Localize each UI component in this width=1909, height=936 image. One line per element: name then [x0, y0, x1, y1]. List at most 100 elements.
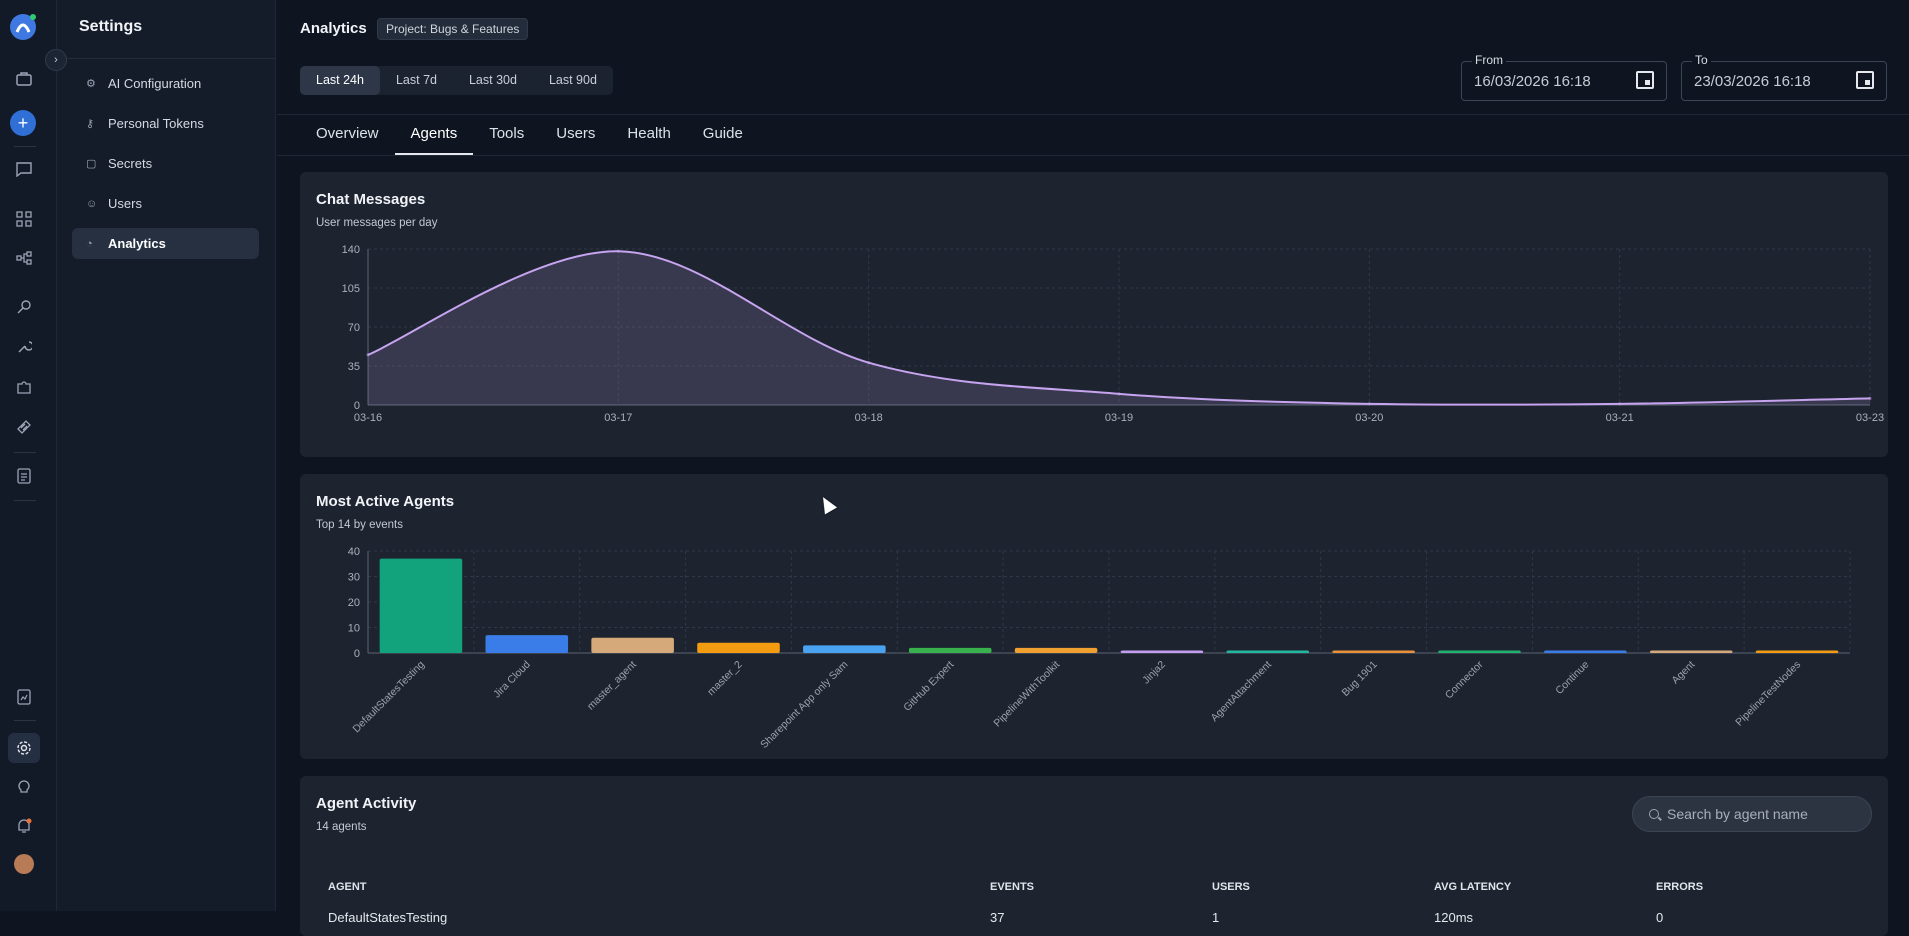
analytics-tabs: Overview Agents Tools Users Health Guide	[300, 115, 759, 155]
card-title: Most Active Agents	[316, 493, 455, 510]
most-active-agents-chart: 0 10 20 30 40 DefaultStatesTesting Jira Cloud m…	[348, 546, 1851, 751]
bar	[1014, 647, 1098, 653]
bar	[485, 635, 569, 653]
lock-icon: ▢	[86, 158, 97, 170]
x-tick-label: master_2	[705, 659, 745, 699]
divider	[14, 146, 36, 147]
puzzle-icon[interactable]	[12, 375, 36, 399]
tab-users[interactable]: Users	[556, 125, 596, 142]
gear-icon: ⚙	[86, 78, 96, 90]
project-badge: Project: Bugs & Features	[377, 18, 529, 40]
chat-icon[interactable]	[12, 157, 36, 181]
add-icon[interactable]: +	[10, 110, 36, 136]
y-tick-label: 0	[354, 648, 360, 660]
settings-icon[interactable]	[8, 733, 40, 763]
y-tick-label: 105	[342, 283, 360, 295]
divider	[57, 58, 276, 59]
x-tick-label: 03-20	[1355, 412, 1383, 424]
x-tick-label: Continue	[1553, 659, 1591, 697]
page-title: Analytics	[300, 20, 367, 37]
divider	[277, 114, 1909, 115]
sidebar-item-ai-configuration[interactable]: ⚙ AI Configuration	[72, 68, 259, 99]
divider	[277, 155, 1909, 156]
data-point	[1367, 402, 1371, 406]
x-tick-label: 03-18	[855, 412, 883, 424]
settings-sidebar: Settings ⚙ AI Configuration ⚷ Personal T…	[57, 0, 276, 911]
y-tick-label: 10	[348, 623, 360, 635]
bulb-icon[interactable]	[12, 775, 36, 799]
x-tick-label: Sharepoint App only Sam	[758, 658, 850, 750]
from-date-field[interactable]: From 16/03/2026 16:18	[1461, 53, 1667, 101]
sidebar-item-personal-tokens[interactable]: ⚷ Personal Tokens	[72, 108, 259, 139]
from-label: From	[1472, 53, 1506, 67]
y-tick-label: 30	[348, 572, 360, 584]
sidebar-item-label: Secrets	[108, 156, 153, 171]
range-last-90d[interactable]: Last 90d	[548, 73, 597, 87]
tab-guide[interactable]: Guide	[702, 125, 743, 142]
data-point	[1868, 396, 1872, 400]
sidebar-item-analytics[interactable]: ◔ Analytics	[72, 228, 259, 259]
sidebar-item-label: Users	[108, 196, 142, 211]
y-tick-label: 35	[348, 361, 360, 373]
x-tick-label: Jira Cloud	[491, 659, 533, 701]
to-value: 23/03/2026 16:18	[1694, 73, 1811, 90]
x-tick-label: AgentAttachment	[1208, 659, 1274, 725]
y-tick-label: 40	[348, 546, 360, 558]
sidebar-item-secrets[interactable]: ▢ Secrets	[72, 148, 259, 179]
x-tick-label: 03-16	[354, 412, 382, 424]
tab-overview[interactable]: Overview	[316, 125, 379, 142]
briefcase-icon[interactable]	[12, 67, 36, 91]
from-value: 16/03/2026 16:18	[1474, 73, 1591, 90]
cell-agent: DefaultStatesTesting	[328, 910, 448, 925]
column-header-errors[interactable]: ERRORS	[1656, 881, 1704, 893]
calendar-icon[interactable]	[1636, 71, 1654, 89]
column-header-users[interactable]: USERS	[1212, 881, 1250, 893]
divider	[14, 720, 36, 721]
column-header-agent[interactable]: AGENT	[328, 881, 367, 893]
grid-icon[interactable]	[12, 207, 36, 231]
tape-icon[interactable]	[12, 415, 36, 439]
bar	[1755, 650, 1839, 653]
calendar-icon[interactable]	[1856, 71, 1874, 89]
to-date-field[interactable]: To 23/03/2026 16:18	[1681, 53, 1887, 101]
wrench-icon[interactable]	[12, 335, 36, 359]
divider	[14, 500, 36, 501]
range-last-7d[interactable]: Last 7d	[395, 73, 437, 87]
document-icon[interactable]	[12, 464, 36, 488]
card-title: Chat Messages	[316, 191, 426, 208]
y-tick-label: 140	[342, 244, 360, 256]
column-header-events[interactable]: EVENTS	[990, 881, 1035, 893]
bar	[803, 645, 886, 653]
bar	[1332, 650, 1415, 653]
tab-agents[interactable]: Agents	[394, 115, 474, 155]
flow-icon[interactable]	[12, 246, 36, 270]
column-header-avg-latency[interactable]: AVG LATENCY	[1434, 881, 1512, 893]
x-tick-label: Bug 1901	[1339, 659, 1379, 699]
x-tick-label: 03-23	[1856, 412, 1884, 424]
main-content: Analytics Project: Bugs & Features Last …	[277, 0, 1909, 936]
bar	[1438, 650, 1521, 653]
data-point	[867, 361, 871, 365]
key-icon[interactable]	[12, 295, 36, 319]
to-label: To	[1692, 53, 1711, 67]
tab-tools[interactable]: Tools	[489, 125, 525, 142]
x-tick-label: Jinja2	[1140, 659, 1168, 687]
user-avatar[interactable]	[14, 854, 34, 874]
agent-search[interactable]	[1632, 796, 1872, 832]
search-input[interactable]	[1667, 797, 1857, 831]
x-tick-label: DefaultStatesTesting	[350, 659, 427, 736]
x-tick-label: Agent	[1669, 659, 1697, 687]
range-last-30d[interactable]: Last 30d	[468, 73, 517, 87]
chat-messages-chart: 0 35 70 105 140 03-16 03-17 03-18 03-19 03-20 03-2…	[342, 244, 1884, 424]
expand-sidebar-button[interactable]: ›	[45, 49, 67, 71]
data-point	[1618, 402, 1622, 406]
card-subtitle: User messages per day	[316, 217, 438, 229]
report-icon[interactable]	[12, 685, 36, 709]
sidebar-item-users[interactable]: ☺ Users	[72, 188, 259, 219]
app-logo-icon[interactable]	[8, 12, 38, 42]
search-icon	[1649, 809, 1659, 819]
area-fill	[368, 251, 1870, 405]
tab-health[interactable]: Health	[627, 125, 671, 142]
range-last-24h[interactable]: Last 24h	[300, 66, 380, 95]
bell-icon[interactable]	[12, 814, 36, 838]
